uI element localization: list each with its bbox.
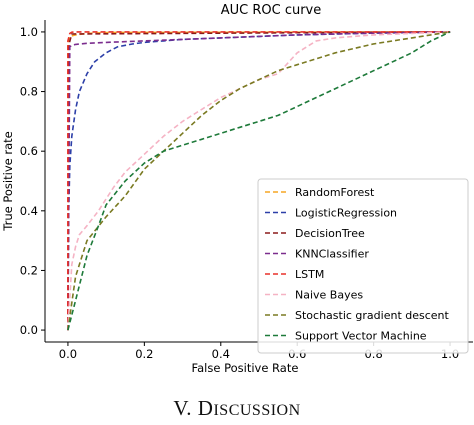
legend-entry: KNNClassifier — [295, 248, 369, 261]
legend-entry: Support Vector Machine — [295, 330, 427, 343]
series-line-7 — [67, 31, 451, 331]
y-tick-label: 0.0 — [20, 323, 38, 337]
series-line-2 — [67, 31, 451, 331]
series-line-4 — [67, 31, 451, 331]
y-tick-label: 0.4 — [20, 204, 38, 218]
chart-title: AUC ROC curve — [221, 3, 322, 18]
series-line-0 — [67, 31, 451, 331]
legend-entry: Stochastic gradient descent — [295, 309, 450, 322]
y-tick-label: 0.2 — [20, 263, 38, 277]
x-tick-label: 0.4 — [212, 347, 230, 361]
section-title-first: D — [197, 396, 214, 420]
y-tick-label: 1.0 — [20, 25, 38, 39]
legend-box — [257, 178, 469, 354]
y-tick-label: 0.6 — [20, 144, 38, 158]
section-numeral: V. — [173, 396, 193, 420]
legend-entry: LogisticRegression — [295, 207, 397, 220]
section-title-rest: ISCUSSION — [213, 402, 301, 419]
y-axis-label: True Positive rate — [1, 131, 15, 231]
series-line-3 — [67, 31, 451, 331]
x-tick-label: 0.2 — [135, 347, 153, 361]
legend-entry: RandomForest — [295, 186, 375, 199]
legend-entry: DecisionTree — [295, 227, 365, 240]
series-line-5 — [67, 31, 451, 331]
section-heading: V. DISCUSSION — [0, 396, 474, 421]
y-tick-label: 0.8 — [20, 85, 38, 99]
x-axis-label: False Positive Rate — [192, 361, 299, 375]
series-line-6 — [67, 31, 451, 331]
plot-area — [44, 20, 473, 343]
legend-entry: Naive Bayes — [295, 289, 363, 302]
legend-entry: LSTM — [295, 268, 324, 281]
x-tick-label: 0.0 — [59, 347, 77, 361]
legend: RandomForest LogisticRegression DecisionTr… — [257, 178, 469, 354]
